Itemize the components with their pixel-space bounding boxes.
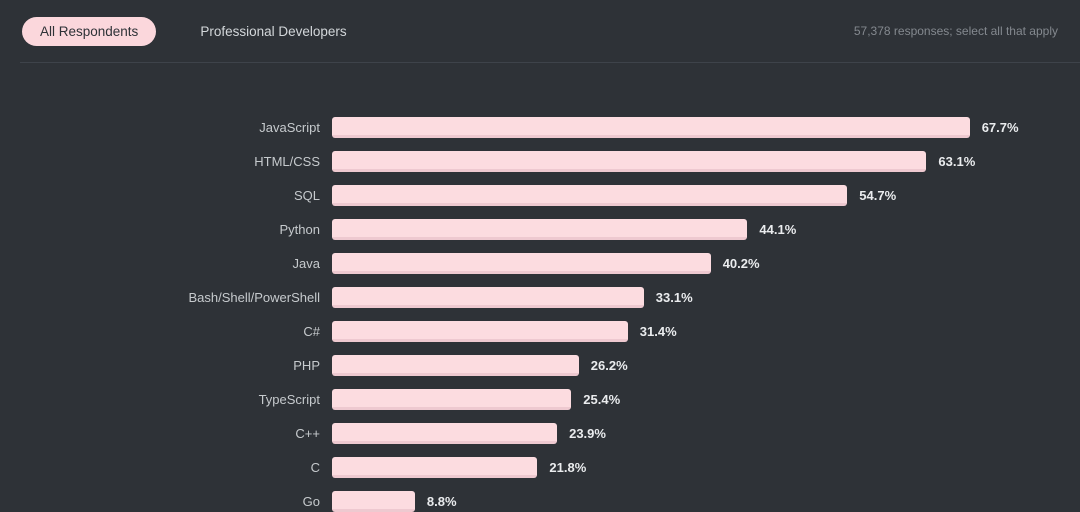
chart-row: SQL 54.7% <box>0 185 1080 206</box>
bar-label: C# <box>303 324 320 339</box>
bar-value: 25.4% <box>583 392 621 407</box>
bar <box>332 151 927 172</box>
bar-label: Bash/Shell/PowerShell <box>188 290 320 305</box>
bar-label: PHP <box>293 358 320 373</box>
bar-value: 63.1% <box>938 154 976 169</box>
chart-row: Bash/Shell/PowerShell 33.1% <box>0 287 1080 308</box>
languages-bar-chart: JavaScript 67.7% HTML/CSS 63.1% SQL 54.7… <box>0 63 1080 512</box>
bar <box>332 287 644 308</box>
survey-tabs-header: All Respondents Professional Developers … <box>0 0 1080 62</box>
bar-label: TypeScript <box>258 392 320 407</box>
bar-value: 8.8% <box>426 494 457 509</box>
chart-row: TypeScript 25.4% <box>0 389 1080 410</box>
bar-label: HTML/CSS <box>254 154 320 169</box>
tab-all-respondents[interactable]: All Respondents <box>22 16 157 46</box>
bar <box>332 117 970 138</box>
bar <box>332 253 711 274</box>
bar-track: 8.8% <box>332 491 1080 512</box>
bar-value: 23.9% <box>569 426 606 441</box>
bar <box>332 219 748 240</box>
bar-value: 54.7% <box>859 188 897 203</box>
bar-track: 21.8% <box>332 457 1080 478</box>
bar-track: 31.4% <box>332 321 1080 342</box>
chart-row: Java 40.2% <box>0 253 1080 274</box>
bar-track: 40.2% <box>332 253 1080 274</box>
bar-label: Python <box>279 222 320 237</box>
bar-value: 21.8% <box>549 460 587 475</box>
header-divider <box>20 62 1080 63</box>
chart-row: PHP 26.2% <box>0 355 1080 376</box>
bar <box>332 423 558 444</box>
bar-track: 23.9% <box>332 423 1080 444</box>
chart-row: HTML/CSS 63.1% <box>0 151 1080 172</box>
bar-label: SQL <box>293 188 320 203</box>
bar-value: 31.4% <box>639 324 677 339</box>
chart-row: JavaScript 67.7% <box>0 117 1080 138</box>
bar <box>332 355 579 376</box>
chart-rows: JavaScript 67.7% HTML/CSS 63.1% SQL 54.7… <box>0 117 1080 512</box>
bar-label: Go <box>302 494 320 509</box>
bar <box>332 321 628 342</box>
bar-label: C++ <box>295 426 320 441</box>
bar <box>332 389 572 410</box>
bar-label: Java <box>292 256 320 271</box>
bar-track: 26.2% <box>332 355 1080 376</box>
bar-track: 25.4% <box>332 389 1080 410</box>
bar-track: 67.7% <box>332 117 1080 138</box>
bar <box>332 491 415 512</box>
bar-track: 44.1% <box>332 219 1080 240</box>
chart-row: C# 31.4% <box>0 321 1080 342</box>
chart-row: Go 8.8% <box>0 491 1080 512</box>
bar-value: 33.1% <box>655 290 693 305</box>
bar-track: 33.1% <box>332 287 1080 308</box>
responses-note: 57,378 responses; select all that apply <box>853 24 1058 38</box>
bar-value: 40.2% <box>722 256 760 271</box>
bar-value: 44.1% <box>759 222 797 237</box>
chart-row: Python 44.1% <box>0 219 1080 240</box>
bar <box>332 185 848 206</box>
chart-row: C 21.8% <box>0 457 1080 478</box>
bar <box>332 457 538 478</box>
bar-label: C <box>310 460 320 475</box>
bar-track: 63.1% <box>332 151 1080 172</box>
bar-track: 54.7% <box>332 185 1080 206</box>
tab-professional-developers[interactable]: Professional Developers <box>182 17 364 46</box>
bar-value: 67.7% <box>981 120 1019 135</box>
bar-value: 26.2% <box>590 358 628 373</box>
chart-row: C++ 23.9% <box>0 423 1080 444</box>
bar-label: JavaScript <box>259 120 320 135</box>
